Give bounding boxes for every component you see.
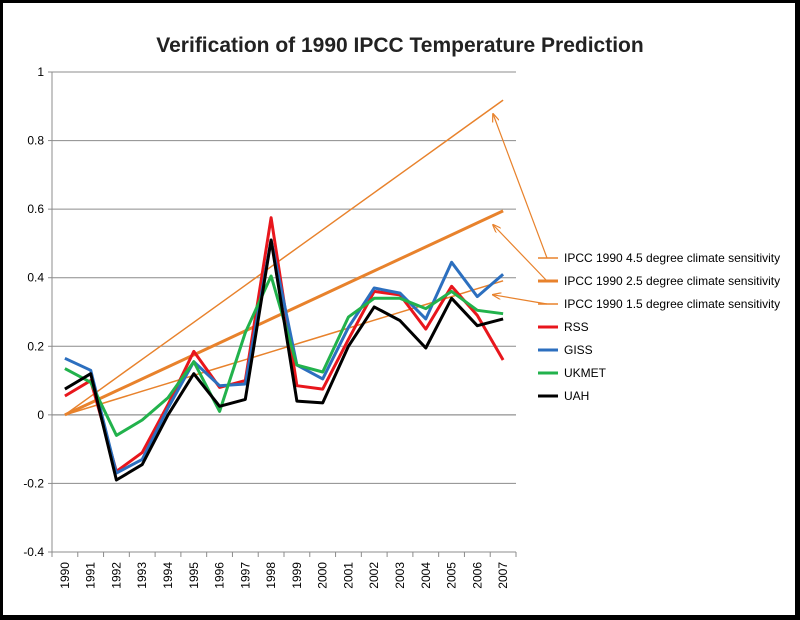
- legend-label: IPCC 1990 2.5 degree climate sensitivity: [564, 274, 780, 288]
- x-tick-label: 1993: [135, 562, 149, 589]
- legend-label: IPCC 1990 4.5 degree climate sensitivity: [564, 251, 780, 265]
- x-tick-label: 1990: [58, 562, 72, 589]
- y-tick-label: 0.2: [27, 339, 44, 353]
- y-tick-label: -0.2: [23, 476, 44, 490]
- y-tick-label: -0.4: [23, 545, 44, 559]
- legend-label: RSS: [564, 320, 589, 334]
- x-tick-label: 2006: [470, 562, 484, 589]
- legend-label: GISS: [564, 343, 593, 357]
- annotation-arrow: [493, 225, 548, 282]
- series-line-2: [64, 280, 504, 416]
- x-tick-label: 1992: [109, 562, 123, 589]
- y-tick-label: 1: [37, 65, 44, 79]
- x-tick-label: 2000: [316, 562, 330, 589]
- legend-label: IPCC 1990 1.5 degree climate sensitivity: [564, 297, 780, 311]
- legend-label: UKMET: [564, 366, 607, 380]
- series-line-0: [64, 99, 504, 416]
- grid: [52, 71, 516, 484]
- x-tick-label: 2007: [496, 562, 510, 589]
- x-tick-label: 2004: [419, 562, 433, 589]
- x-tick-label: 1996: [213, 562, 227, 589]
- x-tick-label: 1994: [161, 562, 175, 589]
- y-tick-label: 0: [37, 408, 44, 422]
- x-tick-label: 1991: [84, 562, 98, 589]
- y-axis-ticks: -0.4 -0.2 0 0.2 0.4 0.6 0.8 1: [23, 65, 52, 559]
- annotation-arrow: [493, 295, 548, 305]
- legend: IPCC 1990 4.5 degree climate sensitivity…: [538, 251, 780, 403]
- axes: [51, 72, 516, 553]
- y-tick-label: 0.8: [27, 134, 44, 148]
- x-tick-label: 1999: [290, 562, 304, 589]
- annotation-arrow: [493, 114, 548, 259]
- series-lines: [64, 99, 505, 482]
- x-tick-label: 1997: [238, 562, 252, 589]
- x-tick-label: 2005: [445, 562, 459, 589]
- x-tick-label: 2002: [367, 562, 381, 589]
- y-tick-label: 0.4: [27, 271, 44, 285]
- x-tick-label: 1995: [187, 562, 201, 589]
- series-line-4: [64, 238, 505, 475]
- legend-label: UAH: [564, 389, 589, 403]
- y-tick-label: 0.6: [27, 202, 44, 216]
- x-tick-label: 2001: [341, 562, 355, 589]
- x-tick-label: 1998: [264, 562, 278, 589]
- annotation-arrows: [493, 114, 548, 305]
- x-axis-ticks: 1990 1991 1992 1993 1994 1995 1996 1997 1998 1999…: [51, 552, 517, 589]
- series-line-6: [64, 238, 504, 482]
- series-line-3: [64, 216, 505, 473]
- x-tick-label: 2003: [393, 562, 407, 589]
- chart-title: Verification of 1990 IPCC Temperature Pr…: [156, 34, 643, 57]
